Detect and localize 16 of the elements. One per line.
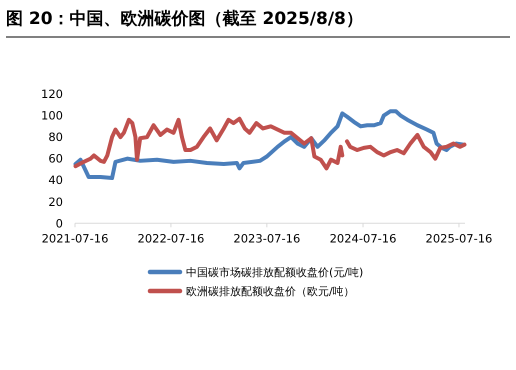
- y-tick-label: 80: [48, 130, 63, 144]
- y-tick-label: 40: [48, 173, 63, 188]
- y-tick-label: 60: [48, 152, 63, 166]
- y-tick-label: 120: [41, 87, 63, 101]
- x-tick-label: 2021-07-16: [42, 231, 108, 246]
- x-tick-label: 2025-07-16: [426, 231, 492, 246]
- x-tick-label: 2024-07-16: [330, 231, 396, 246]
- y-tick-label: 20: [48, 194, 63, 209]
- line-series: [74, 109, 466, 180]
- x-tick-label: 2022-07-16: [138, 231, 204, 246]
- legend-label: 欧洲碳排放配额收盘价（欧元/吨）: [186, 285, 355, 298]
- legend-label: 中国碳市场碳排放配额收盘价(元/吨): [186, 266, 364, 279]
- x-tick-label: 2023-07-16: [233, 231, 300, 246]
- y-tick-label: 100: [41, 108, 63, 123]
- y-tick-label: 0: [56, 216, 63, 230]
- chart-title: 图 20：中国、欧洲碳价图（截至 2025/8/8）: [6, 9, 363, 29]
